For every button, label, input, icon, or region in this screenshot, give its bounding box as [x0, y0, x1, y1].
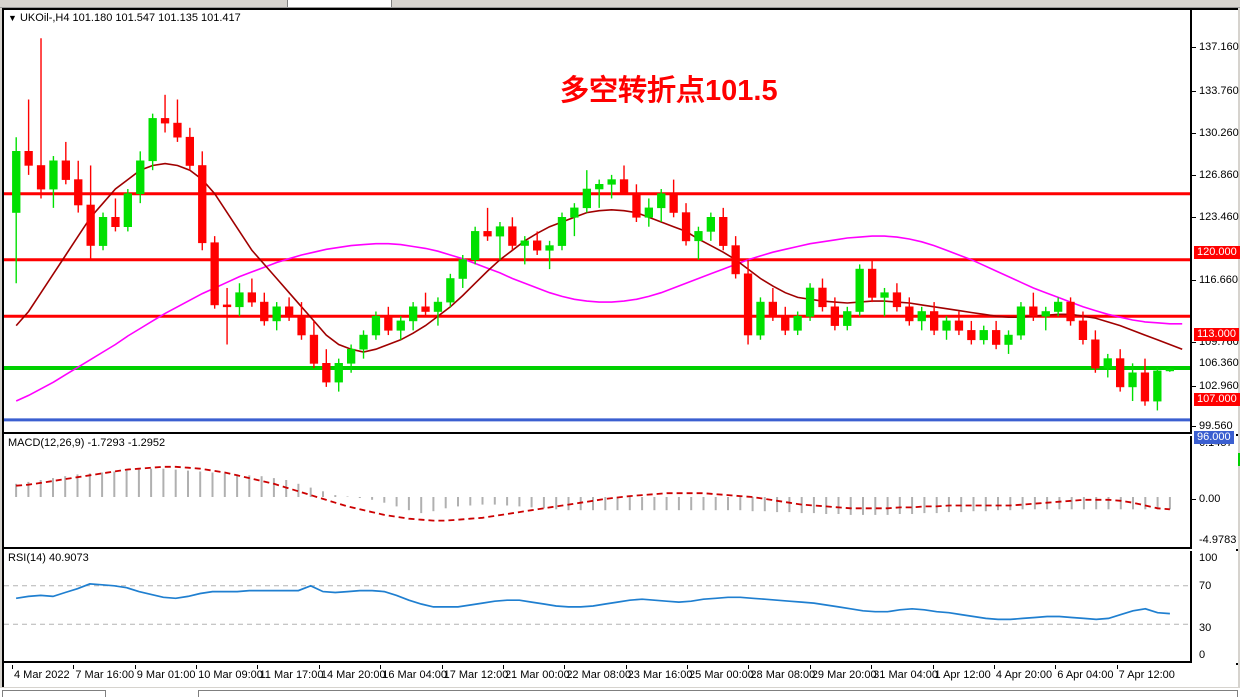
time-tick-label: 28 Mar 08:00: [750, 669, 816, 681]
price-tick: 123.460: [1192, 212, 1239, 223]
time-tick-label: 11 Mar 17:00: [259, 669, 324, 681]
time-tick-mark: [564, 665, 566, 669]
time-tick-mark: [502, 665, 504, 669]
toolbar-segment-2: [288, 0, 392, 7]
time-tick-label: 25 Mar 00:00: [689, 669, 754, 681]
time-tick-mark: [73, 665, 75, 669]
time-tick-label: 4 Apr 20:00: [995, 669, 1053, 681]
time-tick-mark: [1055, 665, 1057, 669]
macd-tick: -4.9783: [1199, 534, 1237, 546]
time-tick-mark: [687, 665, 689, 669]
time-tick-mark: [318, 665, 320, 669]
price-tick: 116.660: [1192, 275, 1238, 286]
time-tick-label: 7 Apr 12:00: [1118, 669, 1175, 681]
rsi-tick: 0: [1199, 649, 1206, 661]
time-axis[interactable]: 4 Mar 2022 7 Mar 16:00 9 Mar 01:00 10 Mar 0…: [4, 665, 1238, 687]
level-tag-120[interactable]: 120.000: [1194, 246, 1240, 259]
time-tick-label: 29 Mar 20:00: [811, 669, 877, 681]
time-tick-label: 7 Mar 16:00: [75, 669, 135, 681]
bottom-fragment-1: [2, 690, 106, 697]
chart-annotation-text: 多空转折点101.5: [560, 75, 778, 107]
price-tick: 126.860: [1192, 170, 1239, 181]
time-tick-mark: [196, 665, 198, 669]
rsi-scale[interactable]: 100 70 30 0: [1190, 551, 1238, 663]
time-tick-mark: [809, 665, 811, 669]
price-chart-svg: [4, 38, 1190, 422]
macd-scale[interactable]: 6.1457 0.00 -4.9783: [1190, 436, 1238, 549]
time-tick-label: 21 Mar 00:00: [504, 669, 570, 681]
time-tick-mark: [257, 665, 259, 669]
time-tick-label: 14 Mar 20:00: [320, 669, 386, 681]
time-tick-label: 4 Mar 2022: [14, 669, 70, 681]
rsi-chart-svg: [4, 583, 1190, 625]
rsi-panel[interactable]: RSI(14) 40.9073: [4, 551, 1190, 663]
price-plot: [4, 10, 1190, 432]
bottom-window-remnants: [0, 688, 1240, 697]
time-tick-label: 22 Mar 08:00: [566, 669, 632, 681]
price-scale[interactable]: 137.160 133.760 130.260 126.860 123.460 …: [1190, 10, 1240, 466]
time-tick-mark: [932, 665, 934, 669]
macd-chart-svg: [15, 465, 1171, 522]
rsi-tick: 70: [1199, 580, 1212, 592]
time-tick-mark: [625, 665, 627, 669]
bottom-fragment-2: [198, 690, 1238, 697]
price-tick: 133.760: [1192, 86, 1239, 97]
chart-window: ▼ UKOil-,H4 101.180 101.547 101.135 101.…: [2, 8, 1240, 687]
macd-tick: 0.00: [1192, 494, 1220, 505]
price-tick: 102.960: [1192, 381, 1239, 392]
level-tag-113[interactable]: 113.000: [1194, 328, 1239, 341]
price-tick: 106.360: [1199, 357, 1239, 369]
symbol-ohlc-label: UKOil-,H4 101.180 101.547 101.135 101.41…: [19, 12, 241, 24]
toolbar-strip: [0, 0, 1240, 8]
level-tag-107[interactable]: 107.000: [1194, 393, 1240, 406]
time-tick-label: 10 Mar 09:00: [198, 669, 263, 681]
price-tick: 137.160: [1192, 42, 1239, 53]
rsi-plot: [4, 551, 1190, 661]
rsi-tick: 30: [1199, 622, 1212, 634]
time-tick-mark: [748, 665, 750, 669]
rsi-legend: RSI(14) 40.9073: [8, 552, 89, 564]
macd-legend: MACD(12,26,9) -1.7293 -1.2952: [8, 437, 166, 449]
level-tag-96[interactable]: 96.000: [1194, 431, 1234, 444]
time-tick-label: 9 Mar 01:00: [136, 669, 196, 681]
time-tick-mark: [441, 665, 443, 669]
toolbar-segment-1: [0, 0, 288, 7]
time-tick-label: 6 Apr 04:00: [1057, 669, 1114, 681]
time-tick-mark: [134, 665, 136, 669]
time-tick-mark: [380, 665, 382, 669]
toolbar-segment-3: [392, 0, 1240, 7]
time-tick-mark: [993, 665, 995, 669]
time-tick-label: 16 Mar 04:00: [382, 669, 448, 681]
price-tick: 130.260: [1192, 128, 1239, 139]
price-panel[interactable]: ▼ UKOil-,H4 101.180 101.547 101.135 101.…: [4, 10, 1190, 434]
time-tick-label: 23 Mar 16:00: [627, 669, 693, 681]
price-tick: 109.760: [1192, 337, 1239, 348]
time-tick-label: 17 Mar 12:00: [443, 669, 509, 681]
time-tick-mark: [1116, 665, 1118, 669]
macd-plot: [4, 436, 1190, 547]
time-tick-mark: [12, 665, 13, 669]
time-tick-label: 1 Apr 12:00: [934, 669, 991, 681]
price-legend: ▼ UKOil-,H4 101.180 101.547 101.135 101.…: [8, 12, 241, 24]
time-tick-label: 31 Mar 04:00: [873, 669, 938, 681]
macd-panel[interactable]: MACD(12,26,9) -1.7293 -1.2952: [4, 436, 1190, 549]
rsi-tick: 100: [1199, 552, 1218, 564]
price-tick: 99.560: [1192, 421, 1233, 432]
time-tick-mark: [871, 665, 873, 669]
collapse-arrow-icon[interactable]: ▼: [8, 13, 17, 23]
